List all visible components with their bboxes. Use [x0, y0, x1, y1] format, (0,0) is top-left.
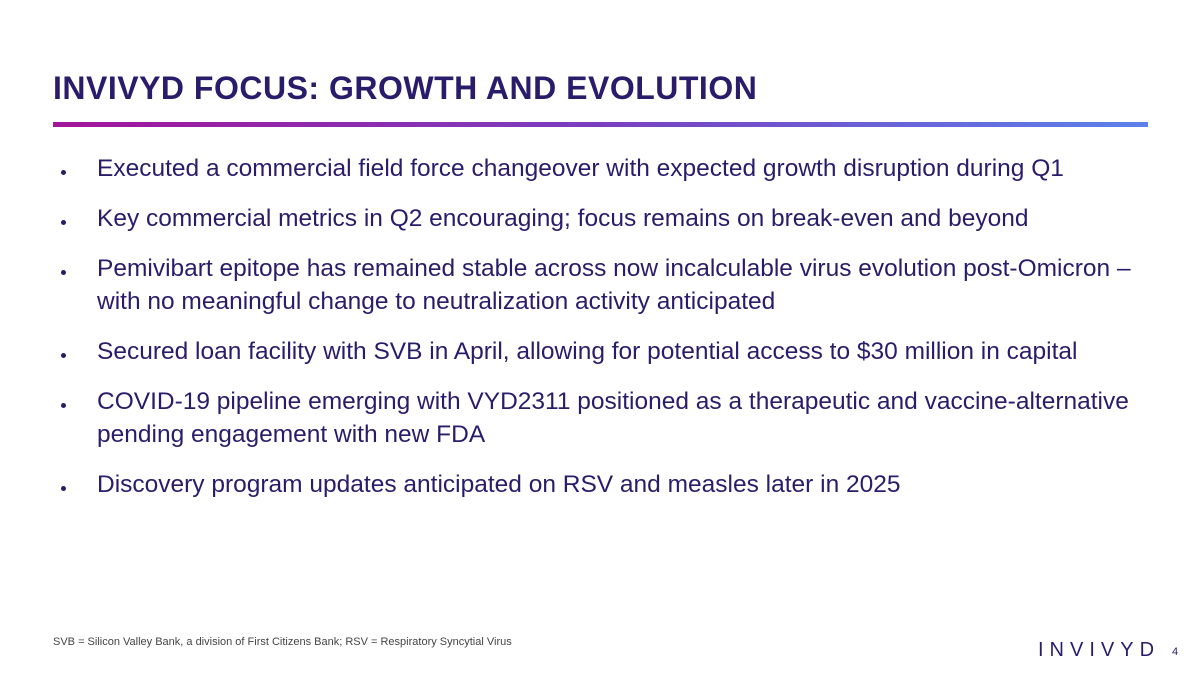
bullet-list: Executed a commercial field force change… — [53, 152, 1133, 518]
title-rule — [53, 122, 1148, 127]
slide-title: INVIVYD FOCUS: GROWTH AND EVOLUTION — [53, 70, 758, 106]
bullet: Pemivibart epitope has remained stable a… — [53, 252, 1133, 318]
logo: INVIVYD — [1038, 639, 1161, 661]
bullet: Discovery program updates anticipated on… — [53, 468, 1133, 501]
bullet: Key commercial metrics in Q2 encouraging… — [53, 202, 1133, 235]
bullet: Secured loan facility with SVB in April,… — [53, 335, 1133, 368]
page-number: 4 — [1172, 646, 1179, 658]
footnote: SVB = Silicon Valley Bank, a division of… — [53, 636, 512, 648]
bullet: Executed a commercial field force change… — [53, 152, 1133, 185]
bullet: COVID-19 pipeline emerging with VYD2311 … — [53, 385, 1133, 451]
